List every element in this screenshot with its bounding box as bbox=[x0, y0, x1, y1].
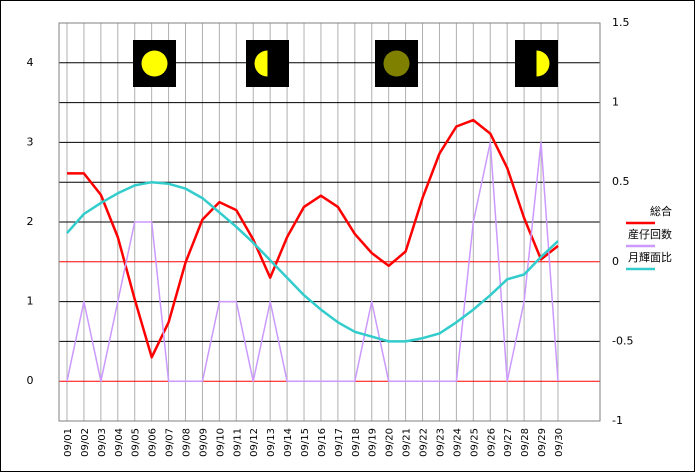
moon-icons bbox=[133, 40, 558, 87]
legend-label: 月輝面比 bbox=[628, 251, 672, 264]
x-tick-label: 09/10 bbox=[215, 428, 226, 457]
x-tick-label: 09/23 bbox=[435, 428, 446, 457]
x-tick-label: 09/16 bbox=[317, 428, 328, 457]
x-tick-label: 09/26 bbox=[486, 428, 497, 457]
y2-tick-label: 0 bbox=[612, 255, 619, 268]
x-tick-label: 09/20 bbox=[385, 428, 396, 457]
x-tick-label: 09/14 bbox=[283, 428, 294, 457]
y2-tick-label: -0.5 bbox=[612, 334, 633, 347]
y-tick-label: 1 bbox=[27, 295, 34, 308]
moon-new bbox=[383, 50, 410, 77]
x-tick-label: 09/17 bbox=[334, 428, 345, 457]
legend-label: 産仔回数 bbox=[628, 228, 672, 241]
y2-tick-label: -1 bbox=[612, 414, 623, 427]
series-line bbox=[67, 118, 559, 359]
x-tick-label: 09/12 bbox=[249, 428, 260, 457]
y-tick-label: 3 bbox=[27, 135, 34, 148]
y-tick-label: 0 bbox=[27, 374, 34, 387]
y-tick-label: 2 bbox=[27, 215, 34, 228]
x-tick-label: 09/09 bbox=[198, 428, 209, 457]
x-tick-label: 09/15 bbox=[300, 428, 311, 457]
y-tick-label: 4 bbox=[27, 56, 34, 69]
x-tick-label: 09/11 bbox=[232, 428, 243, 457]
legend-label: 総合 bbox=[650, 204, 672, 218]
x-tick-label: 09/03 bbox=[97, 428, 108, 457]
x-tick-label: 09/27 bbox=[503, 428, 514, 457]
y2-tick-label: 0.5 bbox=[612, 175, 630, 188]
x-tick-label: 09/19 bbox=[368, 428, 379, 457]
y2-tick-label: 1.5 bbox=[612, 16, 630, 29]
series-line bbox=[66, 141, 559, 382]
x-tick-label: 09/22 bbox=[419, 428, 430, 457]
x-tick-label: 09/24 bbox=[452, 428, 463, 457]
x-tick-label: 09/05 bbox=[131, 428, 142, 457]
x-tick-label: 09/02 bbox=[80, 428, 91, 457]
moon-half bbox=[254, 50, 268, 77]
x-tick-label: 09/30 bbox=[554, 428, 565, 457]
x-tick-label: 09/01 bbox=[63, 428, 74, 457]
x-tick-label: 09/08 bbox=[182, 428, 193, 457]
x-tick-label: 09/29 bbox=[537, 428, 548, 457]
x-tick-label: 09/25 bbox=[469, 428, 480, 457]
moon-full bbox=[141, 50, 168, 77]
x-tick-label: 09/04 bbox=[114, 428, 125, 457]
plot-border bbox=[58, 22, 601, 422]
y2-tick-label: 1 bbox=[612, 96, 619, 109]
x-tick-label: 09/06 bbox=[148, 428, 159, 457]
moon-half bbox=[536, 50, 550, 77]
series-line bbox=[66, 180, 559, 343]
x-tick-label: 09/18 bbox=[351, 428, 362, 457]
x-tick-label: 09/13 bbox=[266, 428, 277, 457]
x-tick-label: 09/07 bbox=[165, 428, 176, 457]
x-tick-label: 09/21 bbox=[402, 428, 413, 457]
x-tick-label: 09/28 bbox=[520, 428, 531, 457]
